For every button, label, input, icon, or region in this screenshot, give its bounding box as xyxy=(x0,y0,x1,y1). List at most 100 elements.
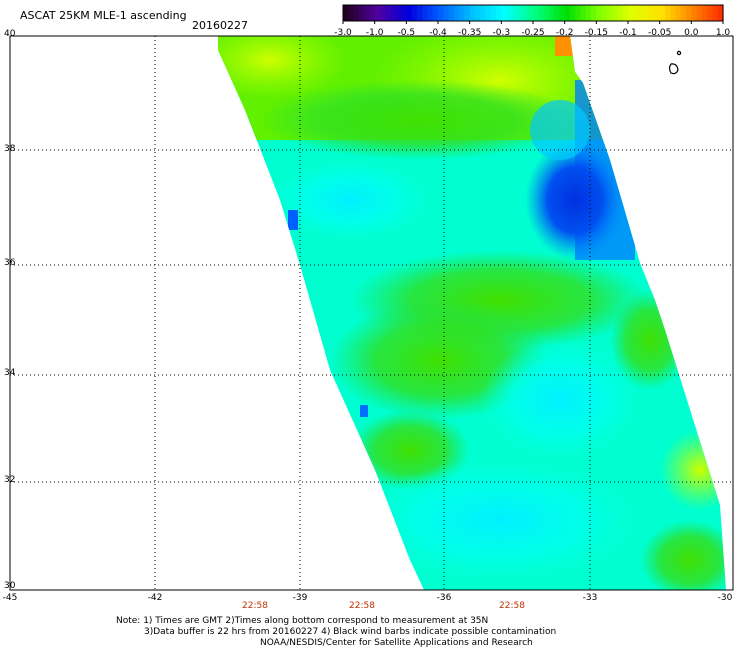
colorbar-segment xyxy=(364,5,370,21)
colorbar-segment xyxy=(638,5,645,21)
colorbar-segment xyxy=(643,5,650,21)
colorbar-segment xyxy=(696,5,703,21)
colorbar-segment xyxy=(707,5,714,21)
colorbar-segment xyxy=(701,5,708,21)
lon-label-33: -33 xyxy=(582,593,598,603)
colorbar-segment xyxy=(659,5,666,21)
note-line-2: 3)Data buffer is 22 hrs from 20160227 4)… xyxy=(144,627,557,637)
note-line-3: NOAA/NESDIS/Center for Satellite Applica… xyxy=(260,638,533,648)
graticule xyxy=(10,36,733,590)
colorbar-segment xyxy=(712,5,719,21)
colorbar-segment xyxy=(401,5,407,21)
colorbar-segment xyxy=(369,5,376,21)
colorbar-segment xyxy=(575,5,582,21)
lon-label-30: -30 xyxy=(717,593,733,603)
colorbar-segment xyxy=(538,5,545,21)
colorbar-segment xyxy=(443,5,450,21)
colorbar-tick-label: 0.0 xyxy=(684,28,699,38)
colorbar-segment xyxy=(517,5,524,21)
map-frame xyxy=(9,35,734,591)
colorbar-segment xyxy=(480,5,487,21)
colorbar-segment xyxy=(353,5,360,21)
colorbar-segment xyxy=(422,5,429,21)
colorbar-segment xyxy=(490,5,497,21)
colorbar-segment xyxy=(527,5,534,21)
colorbar-segment xyxy=(686,5,692,21)
colorbar-segment xyxy=(649,5,655,21)
colorbar-segment xyxy=(617,5,624,21)
lon-label-45: -45 xyxy=(2,593,18,603)
colorbar-segment xyxy=(432,5,439,21)
colorbar-segment xyxy=(559,5,566,21)
colorbar-segment xyxy=(343,5,349,21)
colorbar-segment xyxy=(554,5,560,21)
colorbar-segment xyxy=(406,5,413,21)
colorbar-segment xyxy=(385,5,392,21)
time-label-1: 22:58 xyxy=(242,601,268,611)
colorbar-segment xyxy=(506,5,513,21)
colorbar-segment xyxy=(496,5,502,21)
colorbar-segment xyxy=(654,5,661,21)
colorbar-segment xyxy=(675,5,682,21)
colorbar-segment xyxy=(680,5,687,21)
colorbar-tick-label: -0.2 xyxy=(555,28,574,38)
colorbar-segment xyxy=(612,5,619,21)
colorbar-segment xyxy=(379,5,386,21)
colorbar-segment xyxy=(501,5,508,21)
colorbar-tick-label: -0.3 xyxy=(492,28,511,38)
colorbar-tick-label: -0.4 xyxy=(429,28,447,38)
colorbar-segment xyxy=(390,5,397,21)
time-label-3: 22:58 xyxy=(499,601,525,611)
lat-label-38: 38 xyxy=(4,144,16,154)
lon-label-39: -39 xyxy=(292,593,308,603)
colorbar-segment xyxy=(427,5,434,21)
colorbar-segment xyxy=(585,5,592,21)
time-label-2: 22:58 xyxy=(349,601,375,611)
colorbar-segment xyxy=(628,5,634,21)
colorbar-segment xyxy=(358,5,365,21)
colorbar-segment xyxy=(469,5,476,21)
colorbar-segment xyxy=(448,5,455,21)
colorbar-segment xyxy=(664,5,671,21)
lat-label-36: 36 xyxy=(4,258,16,268)
island-outline xyxy=(668,50,682,75)
colorbar-segment xyxy=(416,5,423,21)
colorbar-segment xyxy=(717,5,724,21)
colorbar-segment xyxy=(691,5,698,21)
colorbar-segment xyxy=(411,5,418,21)
lat-label-30: 30 xyxy=(4,581,16,591)
colorbar-segment xyxy=(474,5,481,21)
colorbar-segment xyxy=(564,5,571,21)
colorbar-segment xyxy=(511,5,518,21)
lon-label-36: -36 xyxy=(436,593,452,603)
colorbar-segment xyxy=(438,5,444,21)
lat-label-40: 40 xyxy=(4,29,16,39)
colorbar xyxy=(342,4,724,24)
map-date: 20160227 xyxy=(192,19,248,32)
colorbar-segment xyxy=(548,5,555,21)
scatterometer-swath xyxy=(218,36,726,590)
colorbar-tick-label: -0.05 xyxy=(648,28,672,38)
colorbar-segment xyxy=(464,5,471,21)
lat-label-32: 32 xyxy=(4,475,16,485)
colorbar-tick-label: -0.1 xyxy=(619,28,637,38)
colorbar-tick-label: 1.0 xyxy=(715,28,731,38)
colorbar-segment xyxy=(591,5,597,21)
colorbar-tick-label: -0.15 xyxy=(584,28,608,38)
colorbar-segment xyxy=(485,5,492,21)
colorbar-segment xyxy=(459,5,465,21)
map-title: ASCAT 25KM MLE-1 ascending xyxy=(20,9,187,22)
colorbar-tick-label: -0.5 xyxy=(397,28,416,38)
lat-label-34: 34 xyxy=(4,368,16,378)
colorbar-tick-label: -0.35 xyxy=(458,28,482,38)
colorbar-segment xyxy=(633,5,640,21)
colorbar-segment xyxy=(522,5,529,21)
colorbar-segment xyxy=(543,5,550,21)
colorbar-tick-label: -0.25 xyxy=(521,28,545,38)
colorbar-segment xyxy=(596,5,603,21)
colorbar-segment xyxy=(670,5,677,21)
colorbar-segment xyxy=(453,5,460,21)
colorbar-tick-label: -3.0 xyxy=(334,28,352,38)
colorbar-segment xyxy=(622,5,629,21)
